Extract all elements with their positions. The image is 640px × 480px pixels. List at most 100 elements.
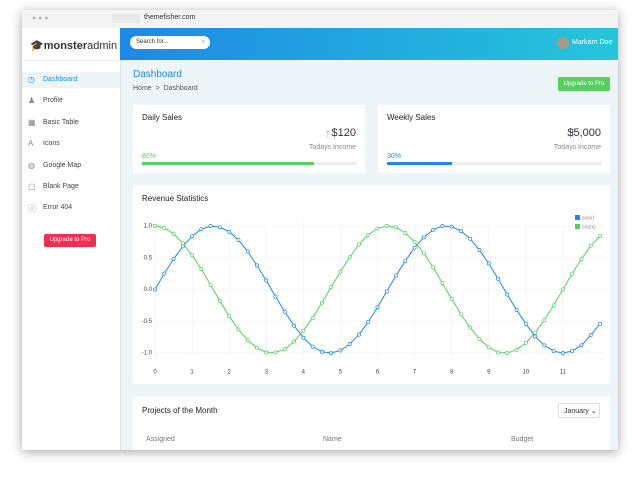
point — [375, 226, 380, 231]
point — [357, 332, 361, 337]
point — [255, 263, 259, 268]
arrow: ↑ — [570, 126, 576, 140]
chart-title: Revenue Statistics — [142, 194, 209, 203]
point — [394, 225, 398, 230]
search-placeholder: Search for... — [136, 39, 169, 45]
point — [255, 345, 259, 350]
point — [180, 241, 185, 246]
x-tick-label: 10 — [522, 370, 529, 376]
menu-label: Dashboard — [43, 76, 78, 83]
point — [153, 287, 157, 292]
point — [412, 245, 417, 250]
upgrade-button[interactable]: Upgrade to Pro — [44, 234, 96, 247]
point — [236, 327, 241, 332]
progress-label: 30% — [387, 153, 402, 160]
title-bar: ● ● ● themefisher.com — [22, 10, 618, 29]
user-name[interactable]: Markarn Doe — [572, 39, 613, 46]
crumb[interactable]: Home — [133, 85, 152, 92]
menu-label: Error 404 — [43, 204, 73, 212]
point — [421, 251, 426, 256]
month: January — [564, 408, 589, 415]
point — [449, 297, 454, 301]
menu-item[interactable]: ⓘ Error 404 — [22, 200, 120, 216]
point — [542, 343, 547, 348]
point — [560, 351, 565, 355]
menu-icon: ◷ — [28, 75, 35, 84]
point — [282, 347, 287, 352]
point — [329, 351, 334, 355]
x-tick-label: 3 — [265, 370, 269, 376]
point — [477, 337, 482, 341]
point — [533, 334, 538, 339]
point — [338, 269, 343, 274]
point — [477, 248, 482, 253]
projects-title: Projects of the Month — [142, 406, 218, 415]
point — [245, 249, 250, 254]
search[interactable]: Search for... ⌕ — [130, 36, 210, 49]
nav-buttons[interactable] — [112, 14, 140, 23]
legend-swatch — [575, 224, 580, 229]
revenue-card: Revenue Statistics 1.0 0.5 0.0 -0.5 -1.0 0 1 2 3… — [133, 186, 610, 384]
arrow: ↑ — [325, 126, 331, 140]
x-tick-label: 4 — [302, 370, 306, 376]
menu-item[interactable]: A Icons — [22, 136, 120, 152]
point — [486, 261, 491, 266]
x-tick-label: 0 — [153, 370, 157, 376]
legend-label: sin(x) — [582, 215, 595, 221]
point — [431, 227, 436, 232]
point — [264, 278, 269, 283]
month-select[interactable]: January ⌄ — [558, 403, 600, 418]
point — [190, 234, 195, 239]
point — [551, 303, 556, 308]
point — [162, 225, 167, 230]
crumb: Dashboard — [163, 85, 198, 92]
avatar[interactable] — [557, 37, 569, 49]
point — [468, 236, 473, 241]
point — [505, 292, 510, 297]
point — [347, 342, 352, 347]
upgrade-button[interactable]: Upgrade to Pro — [558, 77, 610, 91]
point — [227, 229, 232, 234]
x-tick-label: 5 — [339, 370, 343, 376]
point — [560, 287, 565, 292]
point — [199, 227, 204, 232]
progress-bar — [387, 162, 452, 165]
point — [208, 224, 213, 228]
amount: $120 — [331, 127, 356, 139]
menu-item[interactable]: ▦ Basic Table — [22, 115, 120, 131]
menu-icon: ♟ — [28, 96, 36, 106]
point — [542, 318, 547, 322]
progress-bar — [142, 162, 314, 165]
point — [523, 340, 528, 345]
point — [533, 330, 538, 335]
point — [496, 276, 500, 281]
point — [458, 312, 463, 317]
logo[interactable]: 🎓monsteradmin — [30, 40, 118, 52]
menu-item[interactable]: ◷ Dashboard — [22, 72, 120, 88]
card-title: Weekly Sales — [387, 113, 436, 122]
point — [217, 225, 222, 230]
point — [310, 316, 315, 321]
y-tick-label: -1.0 — [142, 351, 153, 357]
menu-item[interactable]: ◍ Google Map — [22, 158, 120, 174]
point — [375, 305, 380, 310]
x-tick-label: 7 — [413, 370, 417, 376]
point — [162, 271, 167, 276]
point — [394, 273, 398, 278]
menu-icon: ◍ — [28, 160, 35, 170]
point — [366, 319, 371, 324]
sales-card: Daily Sales ↑ $120 Todays Income 80% — [133, 105, 365, 173]
point — [310, 344, 315, 349]
legend-swatch — [575, 215, 580, 220]
menu-icon: ▦ — [28, 117, 36, 127]
subtitle: Todays Income — [553, 144, 601, 151]
y-tick-label: 0.0 — [144, 287, 153, 293]
x-tick-label: 6 — [376, 370, 380, 376]
browser-window: ● ● ● themefisher.com 🎓monsteradmin ◷ Das… — [22, 10, 618, 450]
menu-item[interactable]: ♟ Profile — [22, 93, 120, 109]
menu-item[interactable]: ▢ Blank Page — [22, 179, 120, 195]
point — [301, 335, 306, 340]
sidebar: 🎓monsteradmin ◷ Dashboard ♟ Profile ▦ Basic T… — [22, 28, 121, 450]
url[interactable]: themefisher.com — [144, 14, 196, 21]
point — [570, 349, 575, 354]
